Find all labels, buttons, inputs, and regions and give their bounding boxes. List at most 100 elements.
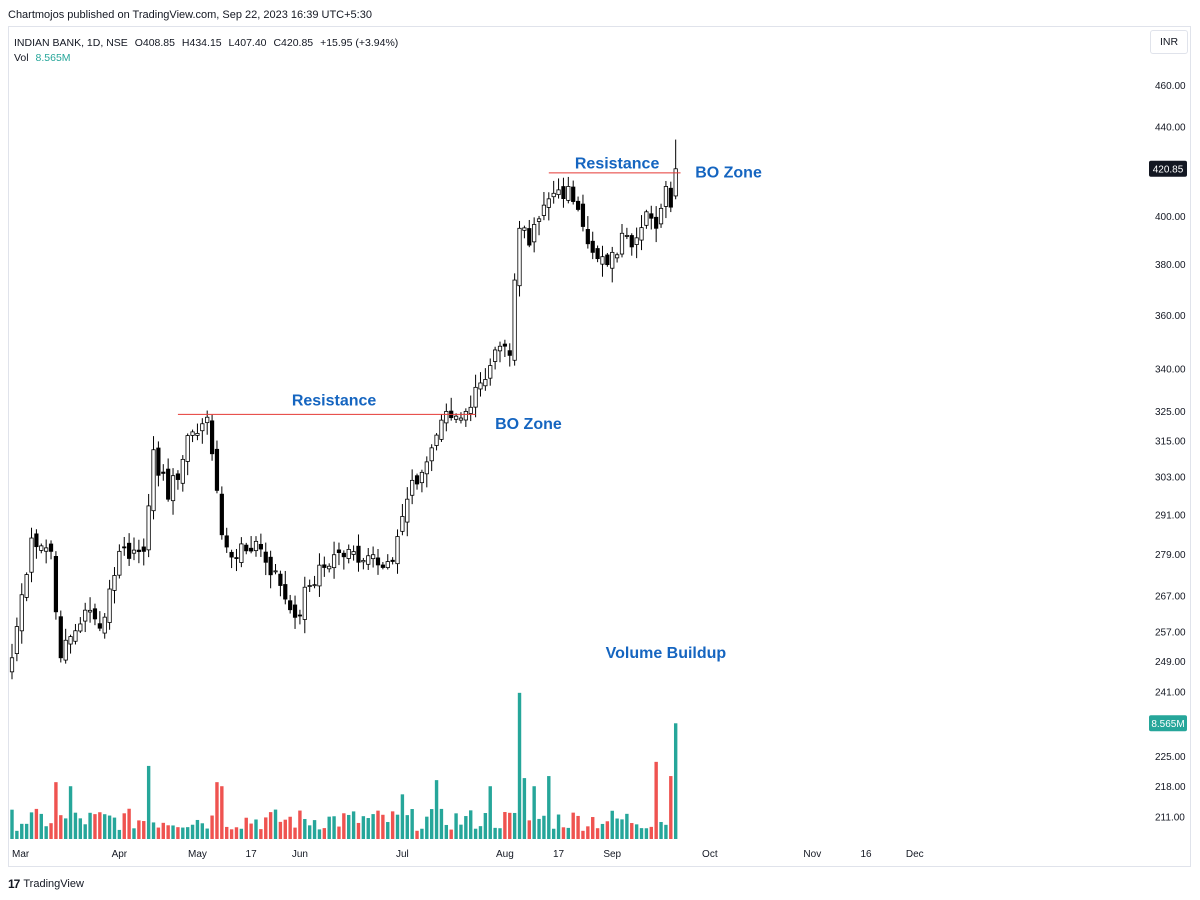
price-tick-label: 291.00 [1155, 511, 1186, 522]
volume-bar [625, 813, 629, 839]
candle-body [83, 609, 88, 622]
currency-button[interactable]: INR [1150, 30, 1188, 54]
candle [141, 538, 146, 566]
volume-bar [268, 812, 273, 839]
candle-body [146, 505, 151, 551]
candle [97, 611, 102, 632]
candle-body [161, 471, 166, 474]
candle [658, 203, 664, 228]
volume-bar [493, 827, 497, 839]
candle-body [63, 639, 68, 661]
candle [214, 440, 220, 494]
candle [209, 414, 215, 461]
price-tick-label: 241.00 [1155, 688, 1186, 699]
volume-bar [73, 812, 78, 839]
candle-body [141, 546, 146, 552]
candle-body [68, 636, 73, 645]
candle [112, 567, 117, 604]
candle-body [605, 254, 610, 266]
candle [571, 180, 576, 205]
candle [449, 397, 454, 421]
candle [58, 610, 63, 663]
volume-bar [542, 815, 546, 839]
volume-bar [415, 830, 419, 839]
volume-bar [205, 828, 209, 839]
candle [34, 529, 39, 559]
candle-body [346, 548, 351, 559]
candle-body [644, 211, 649, 226]
volume-bar [220, 786, 224, 839]
candle [322, 556, 327, 577]
candle-body [253, 540, 259, 552]
price-tick-label: 218.00 [1155, 782, 1186, 793]
volume-bar [122, 813, 126, 839]
low-value: L407.40 [228, 37, 267, 49]
candle-body [107, 588, 112, 623]
volume-bar [376, 810, 380, 839]
time-tick-label: May [188, 849, 207, 860]
volume-bar [332, 816, 336, 839]
candle [180, 455, 185, 492]
candle [185, 433, 190, 476]
candle [561, 177, 566, 208]
last-price-badge [1149, 160, 1187, 177]
candle-body [283, 584, 288, 600]
volume-bar [259, 829, 263, 839]
candle-body [312, 584, 317, 587]
candle-body [249, 547, 254, 552]
volume-bar [517, 692, 522, 839]
volume-bar [181, 827, 185, 839]
candle [429, 444, 434, 472]
volume-bar [591, 817, 595, 839]
price-tick-label: 303.00 [1155, 473, 1186, 484]
volume-bar [390, 811, 395, 839]
last-volume-badge [1149, 715, 1187, 732]
volume-bar [581, 830, 585, 839]
candle-body [327, 565, 332, 570]
candle [253, 536, 259, 557]
candle-body [9, 657, 15, 673]
candle-body [600, 256, 605, 265]
volume-bar [44, 826, 48, 839]
candle-body [497, 345, 503, 352]
candle [624, 227, 629, 240]
candle-body [239, 543, 244, 563]
candle [590, 231, 595, 260]
candle-body [307, 585, 312, 587]
volume-bar [156, 827, 161, 839]
candle-body [536, 218, 542, 222]
volume-bar [429, 809, 434, 839]
volume-bar [356, 822, 361, 839]
volume-bar [117, 829, 122, 839]
candle [673, 139, 678, 200]
volume-bar [444, 824, 449, 839]
candle [532, 217, 537, 253]
candle-body [668, 187, 673, 208]
volume-bar [239, 828, 244, 839]
candle-body [322, 564, 327, 568]
candle [493, 346, 498, 370]
candle [83, 602, 88, 633]
candle [556, 178, 561, 199]
volume-bar [464, 816, 468, 839]
candle [239, 537, 244, 568]
candle [527, 219, 532, 248]
volume-bar [298, 810, 302, 839]
volume-bar [605, 821, 610, 839]
price-tick-label: 400.00 [1155, 212, 1186, 223]
tradingview-logo[interactable]: 17 TradingView [8, 877, 84, 891]
volume-bar [522, 778, 527, 839]
volume-bar [366, 818, 370, 839]
candle-body [458, 417, 464, 421]
change-value: +15.95 (+3.94%) [320, 37, 399, 49]
candle [512, 273, 517, 366]
last-price-label: 420.85 [1153, 164, 1184, 175]
time-tick-label: 17 [246, 849, 258, 860]
candle [522, 225, 527, 239]
volume-bar [503, 812, 507, 839]
candle [127, 533, 132, 566]
volume-bar [342, 813, 346, 839]
candle [595, 245, 600, 263]
candle-body [580, 203, 586, 227]
